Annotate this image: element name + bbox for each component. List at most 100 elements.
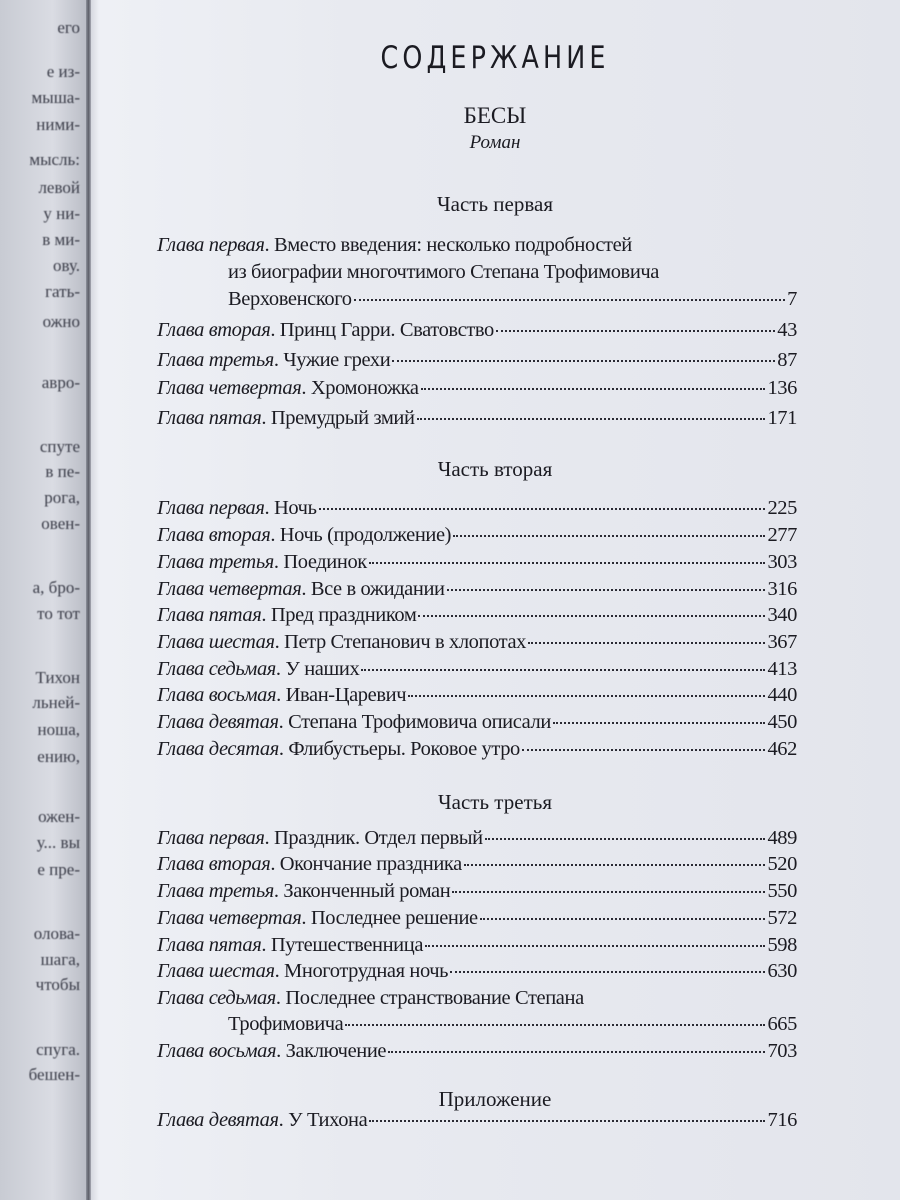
chapter-label: Глава пятая [157, 407, 262, 429]
chapter-label: Глава восьмая [157, 1040, 277, 1062]
label-period: . [274, 631, 285, 653]
chapter-label: Глава четвертая [157, 907, 302, 929]
page-number: 413 [767, 658, 797, 680]
page-number: 462 [767, 738, 797, 760]
chapter-label: Глава седьмая [157, 658, 276, 680]
dot-leader [353, 299, 786, 301]
facing-page-text-fragment: чтобы [35, 975, 80, 994]
chapter-label: Глава девятая [157, 1109, 279, 1131]
dot-leader [452, 891, 766, 893]
facing-page-text-fragment: е пре- [37, 860, 80, 879]
chapter-label: Глава седьмая [157, 987, 276, 1009]
dot-leader [318, 508, 766, 510]
chapter-title: Флибустьеры. Роковое утро [288, 738, 520, 760]
page-number: 489 [767, 827, 797, 849]
dot-leader [446, 589, 766, 591]
page-number: 340 [767, 604, 797, 626]
toc-entry-line: Глава вторая. Окончание праздника 520 [157, 851, 797, 877]
page-number: 277 [767, 524, 797, 546]
toc-entry-line: Глава шестая. Петр Степанович в хлопотах… [157, 629, 797, 655]
dot-leader [361, 669, 766, 671]
page-number: 87 [777, 349, 797, 371]
dot-leader [408, 695, 766, 697]
dot-leader [416, 418, 766, 420]
dot-leader [521, 749, 766, 751]
label-period: . [301, 377, 311, 399]
chapter-title: Пред праздником [270, 604, 417, 626]
chapter-title: Хромоножка [310, 377, 419, 399]
facing-page-text-fragment: ову. [53, 256, 80, 275]
chapter-title: Верховенского [228, 288, 352, 310]
facing-page-text-fragment: рога, [44, 488, 80, 507]
toc-entry-line: Глава четвертая. Последнее решение 572 [157, 905, 797, 931]
facing-page-text-fragment: спуга. [36, 1040, 80, 1059]
label-period: . [270, 524, 280, 546]
label-period: . [278, 738, 289, 760]
chapter-title: Последнее странствование Степана [285, 987, 584, 1009]
dot-leader [420, 388, 766, 390]
chapter-title: Степана Трофимовича описали [288, 711, 551, 733]
dot-leader [345, 1024, 766, 1026]
label-period: . [273, 551, 284, 573]
toc-entry-line: Глава четвертая. Все в ожидании 316 [157, 576, 797, 602]
page-number: 136 [767, 377, 797, 399]
facing-page-text-fragment: ними- [36, 115, 80, 134]
label-period: . [261, 604, 271, 626]
chapter-label: Глава девятая [157, 711, 279, 733]
page-number: 598 [767, 934, 797, 956]
page-number: 7 [787, 288, 797, 310]
chapter-label: Глава первая [157, 234, 265, 256]
chapter-title: Иван-Царевич [285, 684, 407, 706]
part-heading: Часть первая [437, 192, 553, 216]
facing-page-text-fragment: ноша, [37, 720, 80, 739]
page-number: 440 [767, 684, 797, 706]
label-period: . [301, 907, 311, 929]
dot-leader [479, 918, 766, 920]
toc-entry-line: Глава первая. Вместо введения: несколько… [157, 232, 797, 258]
dot-leader [528, 642, 766, 644]
label-period: . [273, 349, 284, 371]
dot-leader [388, 1051, 766, 1053]
dot-leader [463, 864, 766, 866]
facing-page-text-fragment: левой [38, 178, 80, 197]
chapter-label: Глава третья [157, 349, 274, 371]
toc-entry-line: Глава седьмая. У наших 413 [157, 656, 797, 682]
toc-entry-line: Глава девятая. Степана Трофимовича описа… [157, 709, 797, 735]
page-number: 716 [767, 1109, 797, 1131]
toc-entry-line: Глава четвертая. Хромоножка 136 [157, 375, 797, 401]
chapter-label: Глава пятая [157, 604, 262, 626]
label-period: . [261, 934, 271, 956]
dot-leader [450, 971, 766, 973]
page-number: 550 [767, 880, 797, 902]
chapter-title: Петр Степанович в хлопотах [284, 631, 527, 653]
toc-entry-line: Глава шестая. Многотрудная ночь 630 [157, 958, 797, 984]
page-number: 665 [767, 1013, 797, 1035]
toc-entry-line: Глава пятая. Путешественница 598 [157, 932, 797, 958]
dot-leader [369, 1120, 766, 1122]
chapter-title: У Тихона [288, 1109, 368, 1131]
chapter-title: Принц Гарри. Сватовство [279, 319, 494, 341]
dot-leader [368, 562, 766, 564]
chapter-title: Многотрудная ночь [284, 960, 449, 982]
chapter-title: Чужие грехи [283, 349, 391, 371]
facing-page-text-fragment: у ни- [43, 204, 80, 223]
chapter-title: Трофимовича [228, 1013, 344, 1035]
label-period: . [278, 1109, 289, 1131]
chapter-label: Глава десятая [157, 738, 279, 760]
toc-entry-line: Глава третья. Поединок 303 [157, 549, 797, 575]
toc-entry-line: Глава восьмая. Иван-Царевич 440 [157, 682, 797, 708]
chapter-label: Глава третья [157, 551, 274, 573]
facing-page-text-fragment: авро- [41, 373, 80, 392]
chapter-title: Все в ожидании [310, 578, 445, 600]
chapter-title: Поединок [283, 551, 367, 573]
label-period: . [275, 658, 286, 680]
label-period: . [278, 711, 289, 733]
toc-entry-line: Глава третья. Чужие грехи 87 [157, 347, 797, 373]
chapter-title: Заключение [285, 1040, 387, 1062]
facing-page-text-fragment: ожен- [38, 807, 80, 826]
facing-page-text-fragment: в ми- [42, 230, 80, 249]
dot-leader [453, 535, 766, 537]
facing-page-text-fragment: овен- [41, 514, 80, 533]
label-period: . [264, 234, 274, 256]
page-number: 572 [767, 907, 797, 929]
